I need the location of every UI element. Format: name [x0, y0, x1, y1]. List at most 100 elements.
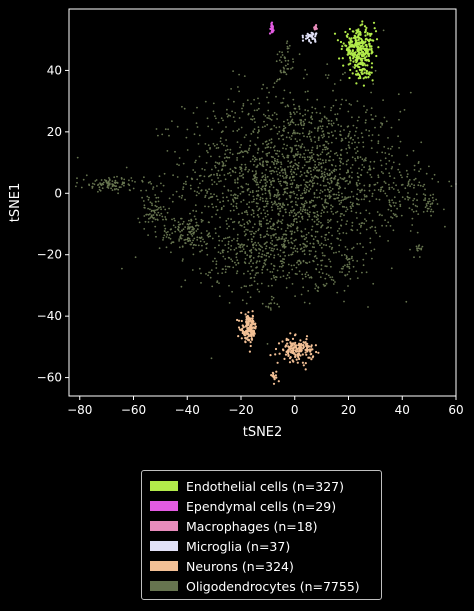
data-point	[301, 192, 304, 195]
data-point	[290, 173, 293, 176]
data-point	[154, 209, 157, 212]
data-point	[242, 199, 245, 202]
data-point	[210, 193, 212, 195]
data-point	[354, 73, 358, 76]
data-point	[422, 211, 425, 213]
data-point	[315, 189, 318, 192]
data-point	[341, 45, 344, 48]
data-point	[113, 181, 116, 184]
data-point	[147, 221, 150, 223]
data-point	[291, 182, 294, 185]
data-point	[165, 236, 168, 238]
data-point	[391, 145, 394, 148]
data-point	[347, 196, 350, 199]
data-point	[276, 149, 279, 152]
data-point	[196, 239, 199, 241]
data-point	[346, 152, 349, 154]
data-point	[295, 203, 297, 206]
data-point	[297, 167, 300, 170]
data-point	[340, 154, 342, 157]
data-point	[262, 142, 264, 145]
data-point	[359, 189, 361, 192]
data-point	[310, 250, 312, 252]
data-point	[370, 62, 374, 65]
data-point	[259, 245, 262, 248]
data-point	[330, 226, 332, 229]
data-point	[198, 155, 201, 158]
data-point	[266, 87, 268, 89]
data-point	[324, 277, 327, 280]
data-point	[368, 185, 371, 188]
data-point	[273, 124, 276, 127]
data-point	[316, 145, 319, 147]
data-point	[192, 244, 195, 246]
data-point	[223, 185, 226, 188]
data-point	[289, 341, 292, 344]
data-point	[381, 124, 383, 126]
data-point	[314, 141, 317, 143]
data-point	[296, 184, 298, 186]
data-point	[293, 156, 296, 159]
data-point	[198, 134, 201, 137]
data-point	[244, 163, 247, 166]
data-point	[345, 99, 347, 102]
data-point	[300, 124, 303, 127]
data-point	[362, 41, 365, 44]
data-point	[355, 270, 358, 273]
data-point	[283, 169, 286, 171]
data-point	[318, 169, 321, 171]
data-point	[255, 170, 257, 173]
data-point	[253, 332, 256, 335]
data-point	[437, 181, 440, 183]
data-point	[351, 164, 354, 166]
data-point	[287, 354, 290, 357]
data-point	[289, 91, 292, 94]
data-point	[350, 210, 353, 213]
data-point	[284, 171, 287, 174]
data-point	[178, 226, 180, 229]
data-point	[281, 153, 284, 156]
data-point	[245, 337, 248, 340]
data-point	[299, 122, 302, 125]
data-point	[231, 239, 233, 242]
data-point	[365, 111, 367, 114]
data-point	[236, 177, 239, 180]
data-point	[264, 147, 267, 149]
data-point	[326, 195, 329, 198]
y-tick-label: −20	[37, 248, 62, 262]
data-point	[240, 185, 243, 188]
data-point	[282, 130, 285, 132]
data-point	[228, 265, 231, 268]
data-point	[317, 351, 320, 354]
data-point	[227, 256, 230, 259]
data-point	[266, 181, 268, 183]
data-point	[177, 229, 180, 232]
data-point	[184, 279, 187, 282]
data-point	[230, 203, 233, 206]
data-point	[247, 339, 250, 342]
data-point	[331, 164, 334, 167]
data-point	[369, 226, 372, 229]
data-point	[112, 183, 114, 186]
y-tick-label: 40	[47, 63, 62, 77]
data-point	[307, 274, 310, 277]
data-point	[285, 277, 288, 280]
data-point	[390, 209, 393, 212]
data-point	[365, 37, 368, 40]
data-point	[301, 210, 304, 213]
data-point	[399, 110, 402, 113]
data-point	[97, 184, 99, 187]
data-point	[223, 174, 226, 176]
data-point	[285, 73, 288, 76]
data-point	[254, 241, 257, 244]
data-point	[239, 250, 242, 253]
data-point	[357, 33, 360, 37]
data-point	[243, 223, 246, 226]
data-point	[253, 174, 256, 177]
data-point	[176, 163, 179, 166]
data-point	[355, 126, 358, 129]
data-point	[254, 173, 257, 176]
data-point	[283, 120, 285, 123]
data-point	[275, 80, 278, 83]
data-point	[156, 185, 158, 187]
